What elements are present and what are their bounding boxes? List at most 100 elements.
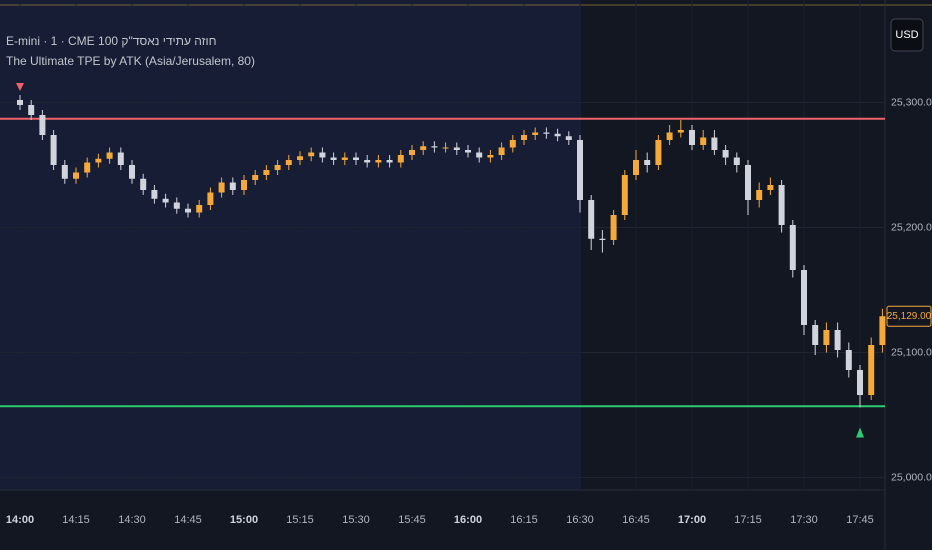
candle-body [621, 175, 628, 215]
candle-body [50, 135, 57, 165]
candle-body [229, 182, 236, 190]
candle-body [185, 208, 191, 213]
candle-body [521, 135, 527, 140]
candle-body [162, 198, 169, 203]
candle-body [834, 330, 841, 350]
candle-body [431, 146, 438, 148]
candle-body [151, 190, 158, 199]
x-tick-label: 14:30 [118, 514, 146, 526]
candle-body [364, 160, 371, 163]
candle-body [633, 160, 639, 175]
candle-body [476, 152, 483, 158]
session-highlight [0, 0, 581, 490]
candle-body [498, 147, 505, 155]
candle-body [465, 150, 471, 153]
x-tick-label: 14:15 [62, 514, 90, 526]
x-tick-label: 15:00 [230, 514, 258, 526]
x-tick-label: 16:00 [454, 514, 482, 526]
candle-body [868, 345, 875, 395]
candle-body [677, 130, 684, 133]
candle-body [28, 105, 35, 115]
candle-body [644, 160, 651, 165]
x-tick-label: 14:00 [6, 514, 34, 526]
candle-body [711, 137, 718, 150]
candle-body [252, 175, 259, 180]
candle-body [353, 157, 359, 160]
buy-signal [856, 427, 864, 438]
candle-body [386, 160, 393, 163]
last-price-box [886, 305, 932, 327]
candle-body [756, 190, 763, 200]
candle-body [554, 133, 561, 137]
candle-body [442, 147, 449, 149]
y-tick-label: 25,200.00 [891, 221, 932, 233]
candle-body [610, 215, 617, 240]
candle-body [61, 165, 68, 179]
candle-body [801, 270, 807, 325]
candle-body [823, 330, 830, 345]
x-tick-label: 16:30 [566, 514, 594, 526]
candle-body [543, 132, 550, 134]
candle-body [532, 132, 539, 135]
candle-body [173, 202, 180, 209]
x-tick-label: 15:30 [342, 514, 370, 526]
candle-body [308, 152, 315, 157]
candle-body [106, 152, 113, 159]
candle-body [588, 200, 595, 239]
x-tick-label: 17:30 [790, 514, 818, 526]
candle-body [140, 178, 147, 190]
candle-body [733, 157, 740, 165]
candle-body [39, 115, 46, 135]
candle-body [666, 132, 673, 140]
candle-body [84, 162, 91, 173]
x-tick-label: 16:15 [510, 514, 538, 526]
x-tick-label: 16:45 [622, 514, 650, 526]
x-tick-label: 14:45 [174, 514, 202, 526]
candle-body [274, 165, 281, 170]
candle-body [17, 100, 23, 105]
last-price-label: 25,129.00 [887, 311, 932, 322]
candle-body [700, 137, 707, 145]
candle-body [73, 172, 79, 179]
grid [0, 0, 885, 490]
candle-body [285, 160, 292, 165]
y-tick-label: 25,100.00 [891, 346, 932, 358]
candle-body [857, 370, 863, 395]
candle-body [789, 225, 796, 270]
candle-body [778, 185, 785, 225]
candle-body [722, 150, 729, 158]
y-tick-label: 25,000.00 [891, 471, 932, 483]
candle-body [297, 156, 303, 160]
candle-body [845, 350, 852, 370]
candle-body [241, 180, 247, 190]
candle-body [330, 157, 337, 160]
y-tick-label: 25,300.00 [891, 96, 932, 108]
candle-body [812, 325, 819, 345]
x-tick-label: 15:45 [398, 514, 426, 526]
candle-body [319, 152, 326, 158]
chart-title: E-mini · 1 · CME חוזה עתידי נאסד"ק 100 [6, 34, 217, 48]
candle-body [341, 157, 348, 160]
candle-body [420, 146, 427, 150]
candle-body [397, 155, 404, 163]
candle-body [509, 140, 516, 148]
candle-body [487, 155, 494, 158]
x-tick-label: 15:15 [286, 514, 314, 526]
indicator-label: The Ultimate TPE by ATK (Asia/Jerusalem,… [6, 54, 255, 68]
candle-body [453, 147, 460, 150]
candle-body [577, 140, 583, 200]
candle-body [196, 205, 203, 213]
x-tick-label: 17:45 [846, 514, 874, 526]
x-tick-label: 17:00 [678, 514, 706, 526]
sell-signal [16, 83, 24, 91]
candle-body [129, 165, 135, 179]
plot [0, 83, 886, 438]
candle-body [689, 130, 695, 145]
candle-body [767, 185, 774, 190]
candle-body [218, 182, 225, 193]
candle-body [599, 238, 606, 240]
candle-body [207, 192, 214, 205]
currency-button[interactable] [890, 18, 924, 52]
